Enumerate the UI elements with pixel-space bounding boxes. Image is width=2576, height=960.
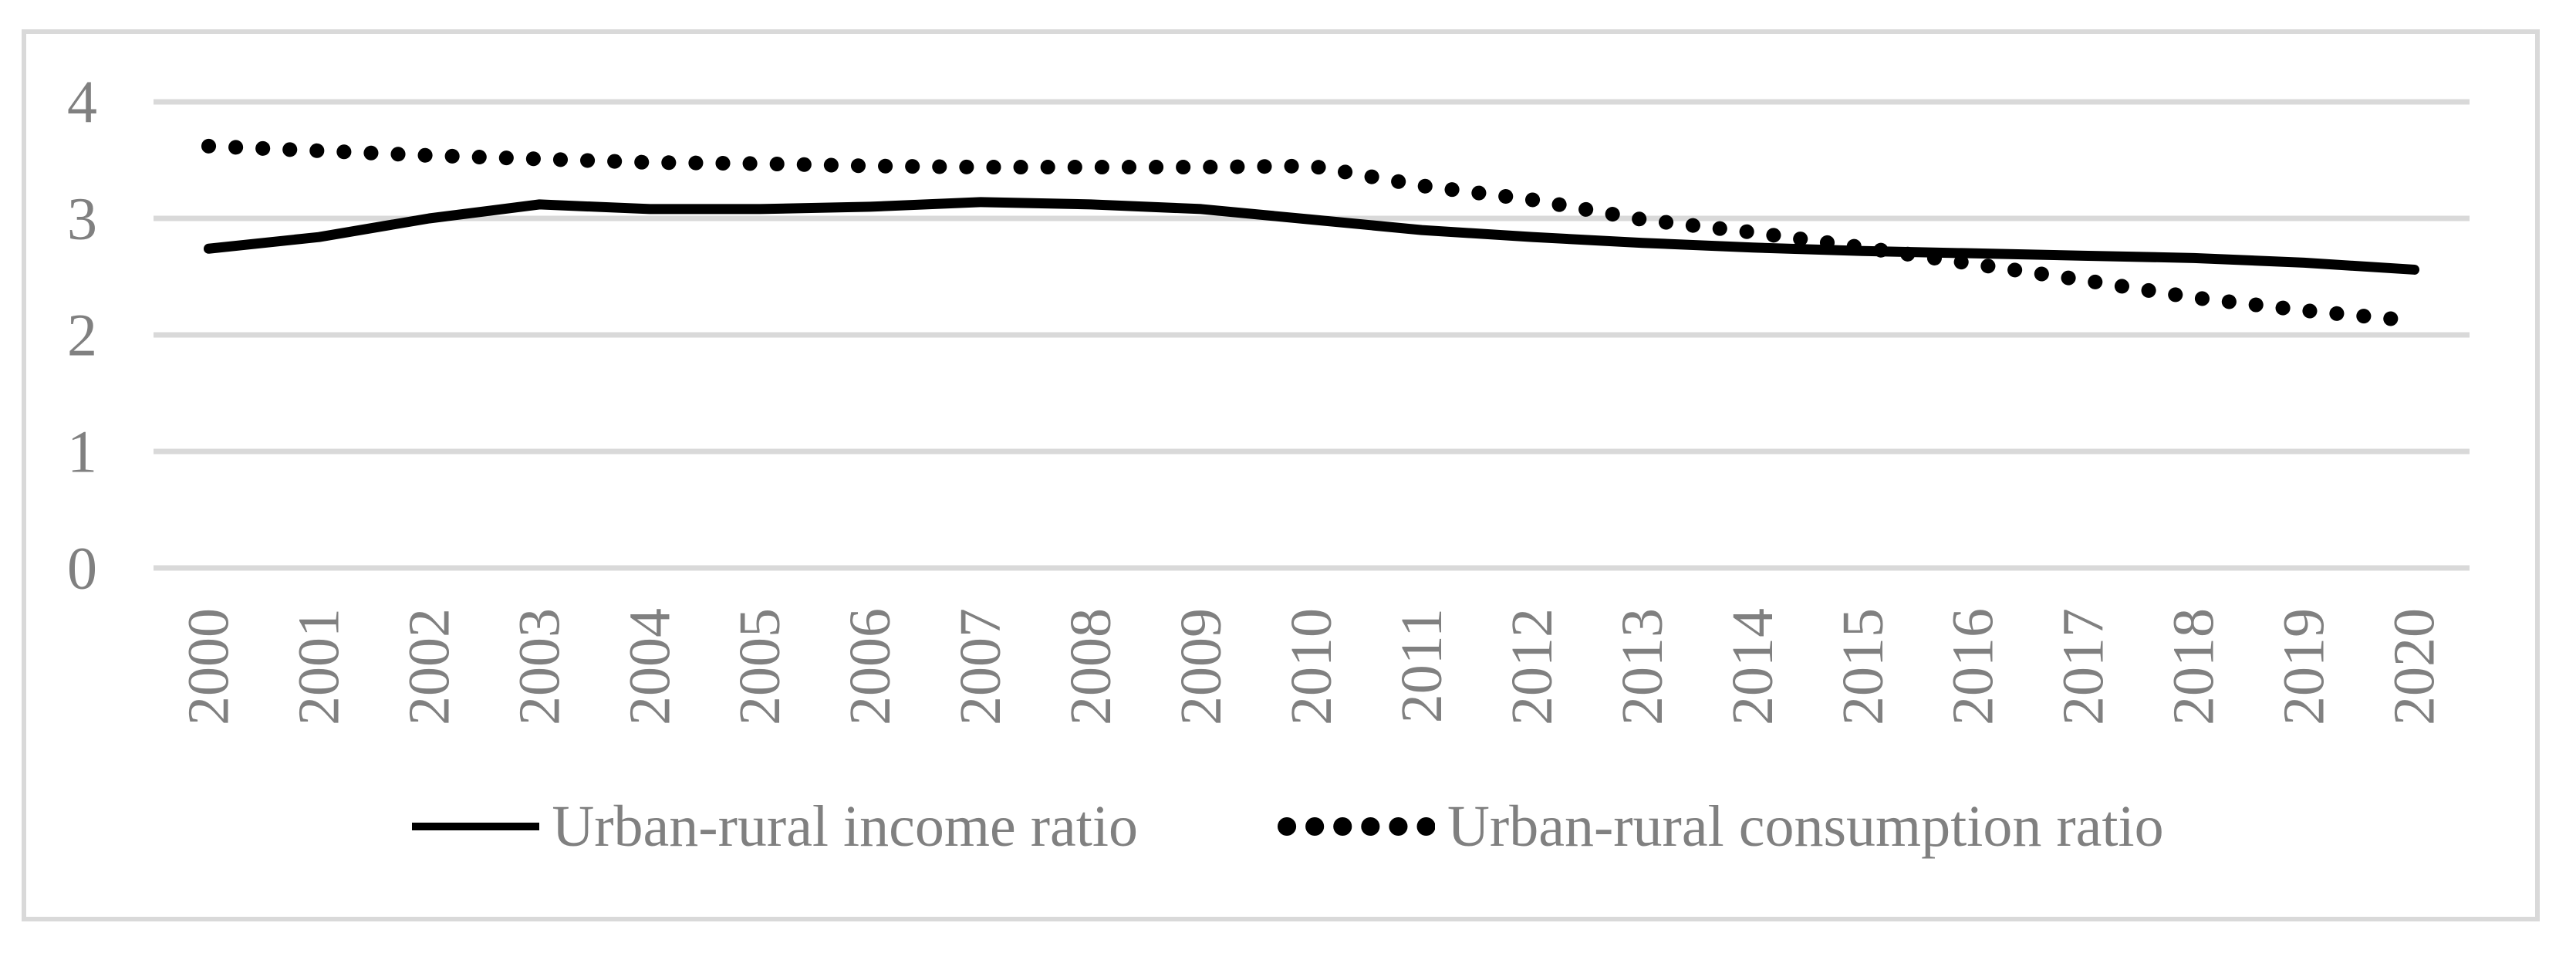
- legend-item-consumption: Urban-rural consumption ratio: [1277, 793, 2164, 860]
- data-series: [201, 138, 2422, 329]
- x-tick-label-2013: 2013: [1610, 608, 1675, 725]
- x-tick-label-2011: 2011: [1389, 608, 1454, 723]
- income-ratio-line: [203, 197, 2420, 275]
- y-axis-tick-labels: 0 1 2 3 4: [67, 69, 97, 602]
- x-tick-label-2000: 2000: [176, 608, 241, 725]
- y-tick-label-4: 4: [67, 69, 97, 136]
- chart-panel-border: [22, 29, 2540, 921]
- legend-label-consumption: Urban-rural consumption ratio: [1447, 793, 2164, 859]
- chart-legend: Urban-rural income ratio Urban-rural con…: [0, 788, 2576, 865]
- legend-label-income: Urban-rural income ratio: [552, 793, 1139, 859]
- x-tick-label-2015: 2015: [1831, 608, 1896, 725]
- x-tick-label-2008: 2008: [1058, 608, 1123, 725]
- dotted-line-swatch: [1278, 817, 1436, 836]
- x-tick-label-2010: 2010: [1279, 608, 1344, 725]
- x-tick-label-2007: 2007: [948, 608, 1013, 725]
- x-tick-label-2017: 2017: [2051, 608, 2116, 725]
- x-tick-label-2018: 2018: [2162, 608, 2227, 725]
- solid-line-swatch: [412, 823, 540, 830]
- x-tick-label-2016: 2016: [1941, 608, 2006, 725]
- y-tick-label-2: 2: [67, 302, 97, 369]
- x-tick-label-2009: 2009: [1169, 608, 1234, 725]
- y-tick-label-0: 0: [67, 535, 97, 602]
- x-tick-label-2002: 2002: [397, 608, 461, 725]
- legend-item-income: Urban-rural income ratio: [412, 793, 1138, 860]
- x-tick-label-2006: 2006: [838, 608, 903, 725]
- x-tick-label-2014: 2014: [1720, 608, 1785, 725]
- gridlines: [154, 99, 2470, 571]
- x-tick-label-2003: 2003: [507, 608, 572, 725]
- x-tick-label-2012: 2012: [1500, 608, 1565, 725]
- y-tick-label-1: 1: [67, 418, 97, 485]
- consumption-ratio-line: [201, 138, 2422, 329]
- x-tick-label-2004: 2004: [617, 608, 682, 725]
- x-axis-year-labels: 2000 2001 2002 2003 2004 2005 2006 2007 2008 2009…: [176, 608, 2446, 725]
- x-tick-label-2005: 2005: [728, 608, 792, 725]
- x-tick-label-2020: 2020: [2382, 608, 2447, 725]
- y-tick-label-3: 3: [67, 185, 97, 252]
- x-tick-label-2001: 2001: [286, 608, 351, 725]
- x-tick-label-2019: 2019: [2272, 608, 2337, 725]
